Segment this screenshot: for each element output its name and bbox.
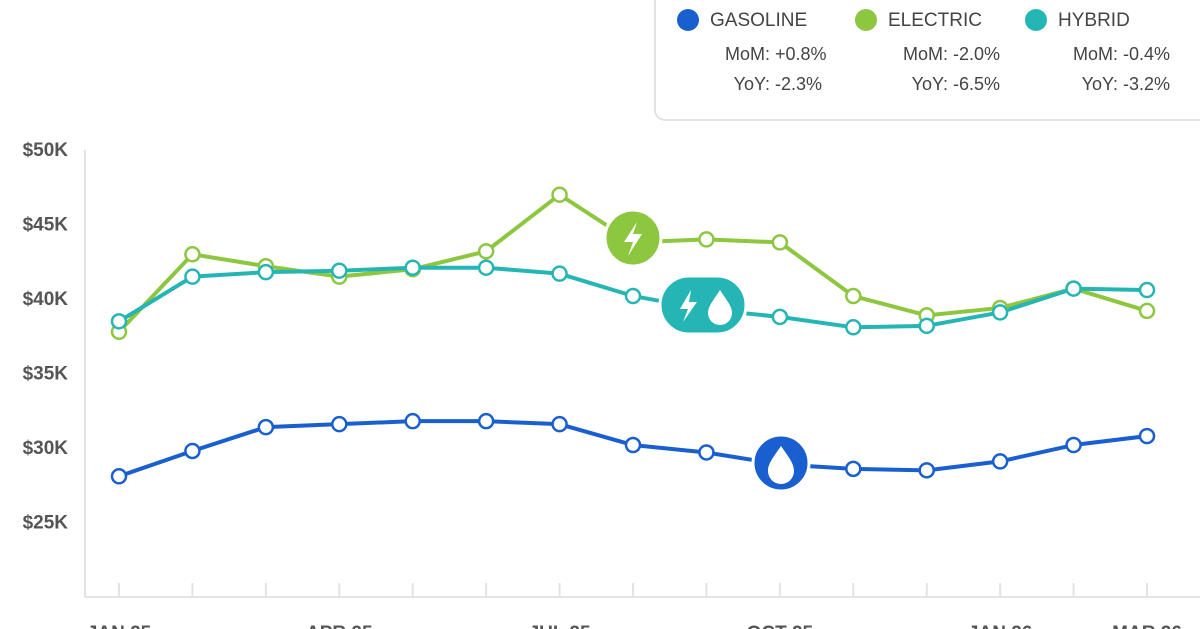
data-point	[991, 453, 1009, 470]
icons	[603, 208, 811, 493]
x-tick-label: MAR 26	[1112, 623, 1182, 629]
data-point	[1065, 436, 1082, 454]
x-tick-label: APR 25	[306, 623, 373, 629]
data-point	[1065, 280, 1082, 297]
stat-value: +0.8%	[775, 44, 827, 64]
data-point	[771, 234, 789, 251]
legend-swatch	[677, 9, 699, 31]
legend-label: ELECTRIC	[888, 10, 982, 31]
data-point	[110, 468, 128, 485]
legend-label: GASOLINE	[710, 10, 807, 31]
x-tick-label: JAN 26	[968, 623, 1032, 629]
data-point	[477, 243, 495, 260]
data-point	[331, 262, 348, 279]
y-tick-label: $45K	[23, 215, 69, 236]
data-point	[845, 287, 862, 305]
stat-label: YoY:	[734, 74, 770, 94]
y-tick-label: $35K	[23, 364, 69, 385]
data-point	[257, 263, 275, 281]
stat-label: MoM:	[903, 44, 948, 64]
x-tick-label: JAN 25	[87, 623, 152, 629]
data-point	[918, 462, 935, 479]
data-point	[477, 412, 495, 430]
data-point	[771, 308, 789, 326]
stat-label: YoY:	[912, 74, 948, 94]
hybrid-icon	[658, 274, 748, 336]
data-point	[477, 259, 495, 276]
data-point	[918, 317, 935, 335]
data-point	[404, 412, 421, 430]
data-point	[1138, 281, 1156, 299]
data-point	[110, 313, 128, 330]
stat-value: -2.3%	[775, 74, 822, 94]
plot: $25K $30K $35K $40K $45K $50K JAN 25 APR 25 JUL …	[23, 140, 1200, 629]
data-point	[551, 186, 568, 203]
stat-value: -0.4%	[1123, 44, 1170, 64]
data-point	[257, 418, 275, 436]
legend-box	[654, 0, 1200, 121]
data-point	[184, 246, 201, 263]
electric-icon	[603, 208, 663, 268]
data-point	[991, 304, 1009, 321]
data-point	[331, 415, 348, 433]
y-tick-label: $40K	[23, 289, 69, 310]
legend-label: HYBRID	[1058, 10, 1130, 31]
data-point	[184, 268, 201, 285]
x-tick-label: JUL 25	[529, 623, 591, 629]
data-point	[1138, 427, 1156, 445]
y-tick-label: $30K	[23, 438, 69, 459]
data-point	[184, 442, 201, 460]
data-point	[1138, 302, 1156, 320]
stat-value: -2.0%	[953, 44, 1000, 64]
x-tick-label: OCT 25	[747, 623, 814, 629]
data-point	[845, 460, 862, 478]
gasoline-icon	[751, 433, 811, 493]
data-point	[698, 444, 715, 461]
data-point	[624, 436, 642, 454]
y-tick-label: $25K	[23, 513, 69, 534]
stat-label: MoM:	[725, 44, 770, 64]
data-point	[551, 415, 568, 433]
stat-label: YoY:	[1082, 74, 1118, 94]
legend-swatch	[1025, 9, 1047, 31]
stat-label: MoM:	[1073, 44, 1118, 64]
stat-value: -6.5%	[953, 74, 1000, 94]
data-point	[698, 231, 715, 248]
legend-swatch	[855, 9, 877, 31]
data-point	[404, 259, 421, 276]
data-point	[624, 287, 642, 305]
stat-value: -3.2%	[1123, 74, 1170, 94]
data-point	[845, 319, 862, 336]
y-tick-label: $50K	[23, 140, 69, 161]
data-point	[551, 265, 568, 282]
